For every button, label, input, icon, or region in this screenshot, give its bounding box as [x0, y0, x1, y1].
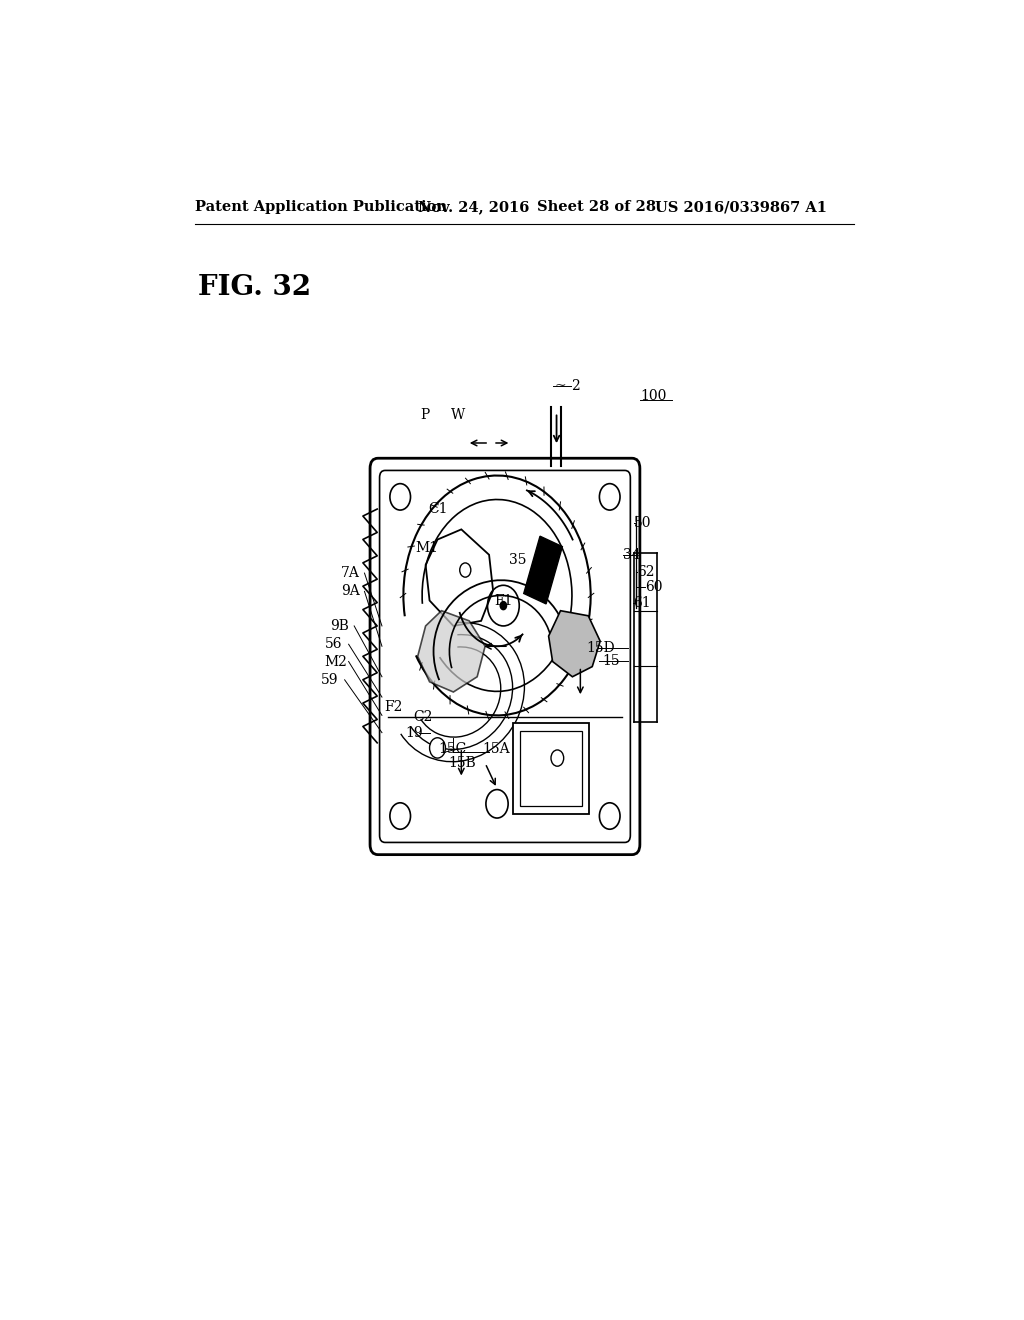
Text: 9B: 9B — [331, 619, 349, 634]
Text: 7A: 7A — [341, 566, 359, 579]
Text: 15B: 15B — [449, 756, 476, 770]
Circle shape — [500, 602, 507, 610]
Text: 2: 2 — [570, 379, 580, 393]
Text: 50: 50 — [634, 516, 652, 531]
Text: US 2016/0339867 A1: US 2016/0339867 A1 — [655, 201, 827, 214]
Circle shape — [486, 789, 508, 818]
Text: 56: 56 — [325, 638, 342, 651]
Text: 15: 15 — [602, 653, 621, 668]
Polygon shape — [523, 536, 562, 605]
Text: Patent Application Publication: Patent Application Publication — [196, 201, 447, 214]
Text: 60: 60 — [645, 581, 663, 594]
Bar — [519, 731, 583, 805]
Bar — [513, 722, 589, 814]
Polygon shape — [418, 611, 485, 692]
Text: W: W — [451, 408, 465, 421]
Text: 62: 62 — [638, 565, 655, 579]
Text: 19: 19 — [404, 726, 423, 739]
Text: ~: ~ — [554, 379, 566, 393]
Text: 15D: 15D — [586, 642, 614, 655]
Text: Nov. 24, 2016: Nov. 24, 2016 — [418, 201, 529, 214]
Polygon shape — [549, 611, 600, 677]
Text: C1: C1 — [428, 502, 447, 516]
Text: 9A: 9A — [341, 585, 359, 598]
Text: F2: F2 — [384, 700, 402, 714]
Circle shape — [487, 585, 519, 626]
Circle shape — [390, 803, 411, 829]
Text: 34: 34 — [624, 548, 641, 562]
Circle shape — [390, 483, 411, 510]
Text: C2: C2 — [414, 710, 433, 725]
Text: P: P — [420, 408, 429, 421]
Text: 35: 35 — [509, 553, 526, 566]
Text: F1: F1 — [494, 594, 512, 607]
FancyBboxPatch shape — [370, 458, 640, 854]
Circle shape — [551, 750, 563, 766]
Circle shape — [460, 562, 471, 577]
Text: Sheet 28 of 28: Sheet 28 of 28 — [537, 201, 655, 214]
Text: FIG. 32: FIG. 32 — [198, 275, 311, 301]
Text: 100: 100 — [640, 389, 667, 403]
Circle shape — [599, 803, 620, 829]
Text: M1: M1 — [416, 541, 438, 554]
Text: M2: M2 — [325, 655, 348, 668]
Text: 59: 59 — [321, 673, 338, 686]
Circle shape — [599, 483, 620, 510]
Text: 15C: 15C — [438, 742, 467, 756]
FancyBboxPatch shape — [380, 470, 631, 842]
Text: 15A: 15A — [482, 742, 510, 756]
Circle shape — [430, 738, 445, 758]
Text: 61: 61 — [633, 595, 650, 610]
